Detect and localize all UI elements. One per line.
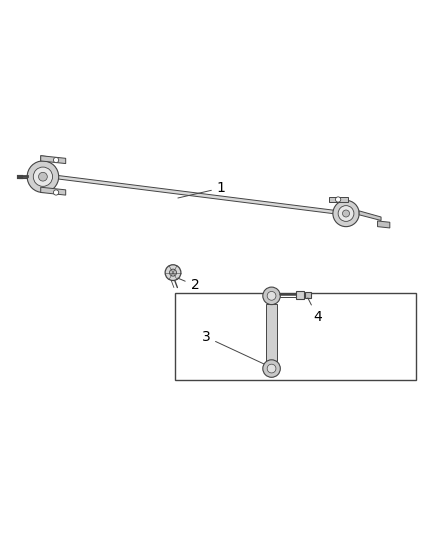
- Circle shape: [53, 190, 59, 195]
- Circle shape: [263, 287, 280, 304]
- Circle shape: [336, 197, 341, 202]
- Text: 2: 2: [178, 278, 199, 292]
- Circle shape: [53, 157, 59, 163]
- Polygon shape: [41, 187, 66, 195]
- Circle shape: [39, 172, 47, 181]
- Text: 4: 4: [308, 298, 322, 324]
- Polygon shape: [359, 211, 381, 221]
- Circle shape: [263, 360, 280, 377]
- Polygon shape: [266, 304, 277, 361]
- Polygon shape: [305, 292, 311, 298]
- Polygon shape: [329, 197, 348, 202]
- Bar: [175, 293, 416, 381]
- Text: 3: 3: [201, 330, 264, 364]
- Circle shape: [27, 161, 59, 192]
- Circle shape: [338, 206, 354, 221]
- Polygon shape: [50, 174, 346, 215]
- Text: 1: 1: [178, 181, 226, 198]
- Circle shape: [165, 265, 181, 280]
- Circle shape: [343, 210, 350, 217]
- Circle shape: [33, 167, 53, 187]
- Polygon shape: [41, 156, 47, 192]
- Circle shape: [267, 364, 276, 373]
- Circle shape: [333, 200, 359, 227]
- Polygon shape: [378, 221, 390, 228]
- Polygon shape: [41, 156, 66, 164]
- Circle shape: [170, 269, 177, 276]
- Polygon shape: [296, 292, 304, 300]
- Circle shape: [267, 292, 276, 300]
